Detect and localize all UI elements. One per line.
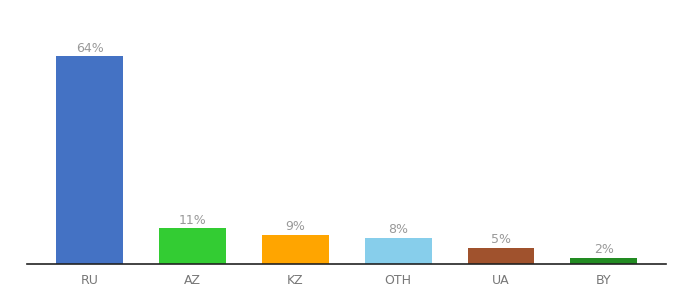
Text: 5%: 5% (491, 233, 511, 246)
Bar (56, 56, 123, 264)
Text: 8%: 8% (388, 224, 408, 236)
Text: 2%: 2% (594, 243, 614, 256)
Bar (159, 228, 226, 264)
Bar (364, 238, 432, 264)
Text: 64%: 64% (75, 42, 103, 55)
Bar (571, 257, 637, 264)
Text: 11%: 11% (179, 214, 207, 227)
Text: 9%: 9% (286, 220, 305, 233)
Bar (262, 235, 329, 264)
Bar (468, 248, 534, 264)
